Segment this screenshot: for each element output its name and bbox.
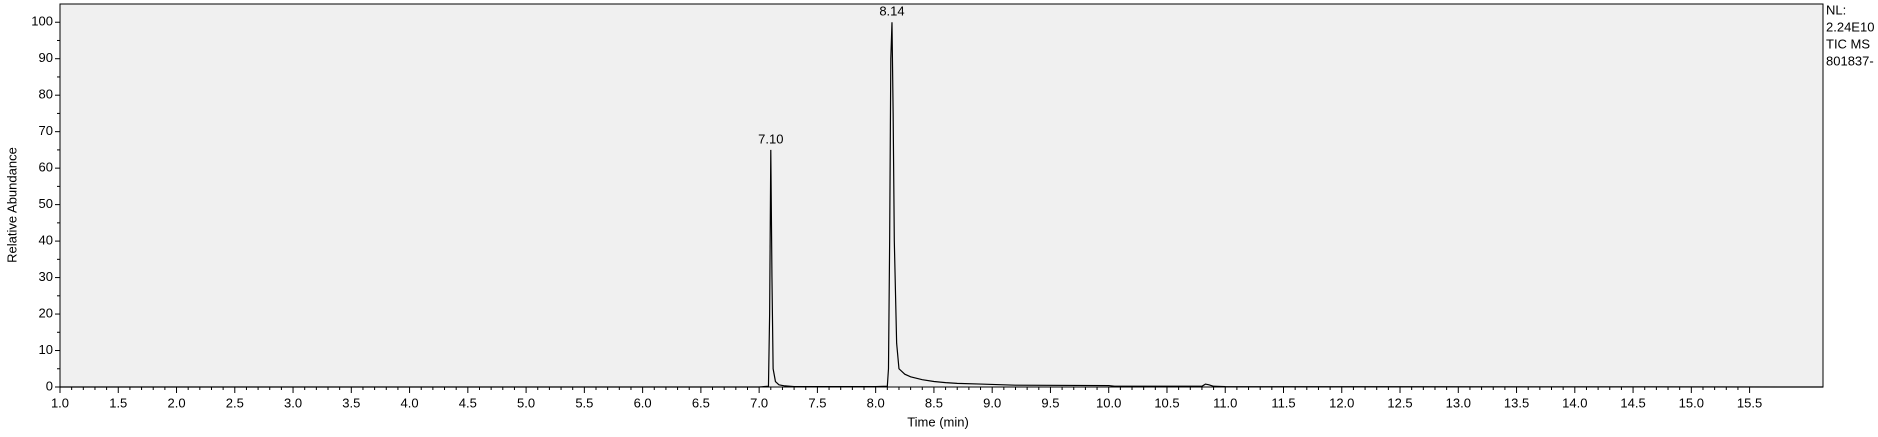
x-tick-label: 11.0 <box>1213 395 1237 410</box>
info-text: 801837- <box>1826 53 1874 68</box>
y-tick-label: 70 <box>39 123 53 138</box>
y-tick-label: 80 <box>39 87 53 102</box>
info-text: TIC MS <box>1826 36 1870 51</box>
y-tick-label: 60 <box>39 160 53 175</box>
x-tick-label: 6.5 <box>692 395 710 410</box>
x-tick-label: 9.5 <box>1041 395 1059 410</box>
x-tick-label: 12.0 <box>1329 395 1354 410</box>
x-tick-label: 7.5 <box>808 395 826 410</box>
y-axis-label: Relative Abundance <box>4 147 19 263</box>
x-tick-label: 12.5 <box>1387 395 1412 410</box>
x-tick-label: 2.0 <box>167 395 185 410</box>
x-tick-label: 4.5 <box>459 395 477 410</box>
x-tick-label: 5.5 <box>575 395 593 410</box>
x-tick-label: 3.5 <box>342 395 360 410</box>
x-tick-label: 8.5 <box>925 395 943 410</box>
y-tick-label: 0 <box>46 378 53 393</box>
x-tick-label: 7.0 <box>750 395 768 410</box>
peak-label: 7.10 <box>758 131 783 146</box>
info-text: NL: <box>1826 2 1846 17</box>
plot-area <box>59 3 1824 388</box>
x-tick-label: 10.5 <box>1154 395 1179 410</box>
x-tick-label: 13.0 <box>1446 395 1471 410</box>
x-tick-label: 13.5 <box>1504 395 1529 410</box>
y-tick-label: 50 <box>39 196 53 211</box>
info-text: 2.24E10 <box>1826 19 1874 34</box>
y-tick-label: 10 <box>39 342 53 357</box>
trace <box>60 22 1824 388</box>
x-tick-label: 6.0 <box>634 395 652 410</box>
x-tick-label: 1.0 <box>51 395 69 410</box>
peak-label: 8.14 <box>879 4 904 19</box>
x-tick-label: 11.5 <box>1271 395 1295 410</box>
y-tick-label: 40 <box>39 233 53 248</box>
y-tick-label: 30 <box>39 269 53 284</box>
y-tick-label: 90 <box>39 50 53 65</box>
x-tick-label: 8.0 <box>867 395 885 410</box>
x-tick-label: 10.0 <box>1096 395 1121 410</box>
x-tick-label: 15.0 <box>1679 395 1704 410</box>
x-tick-label: 15.5 <box>1737 395 1762 410</box>
x-tick-label: 14.5 <box>1620 395 1645 410</box>
x-tick-label: 3.0 <box>284 395 302 410</box>
x-tick-label: 1.5 <box>109 395 127 410</box>
y-tick-label: 100 <box>31 14 53 29</box>
y-tick-label: 20 <box>39 305 53 320</box>
x-tick-label: 4.0 <box>401 395 419 410</box>
x-tick-label: 9.0 <box>983 395 1001 410</box>
x-tick-label: 5.0 <box>517 395 535 410</box>
x-tick-label: 2.5 <box>226 395 244 410</box>
x-tick-label: 14.0 <box>1562 395 1587 410</box>
x-axis-label: Time (min) <box>907 414 969 429</box>
